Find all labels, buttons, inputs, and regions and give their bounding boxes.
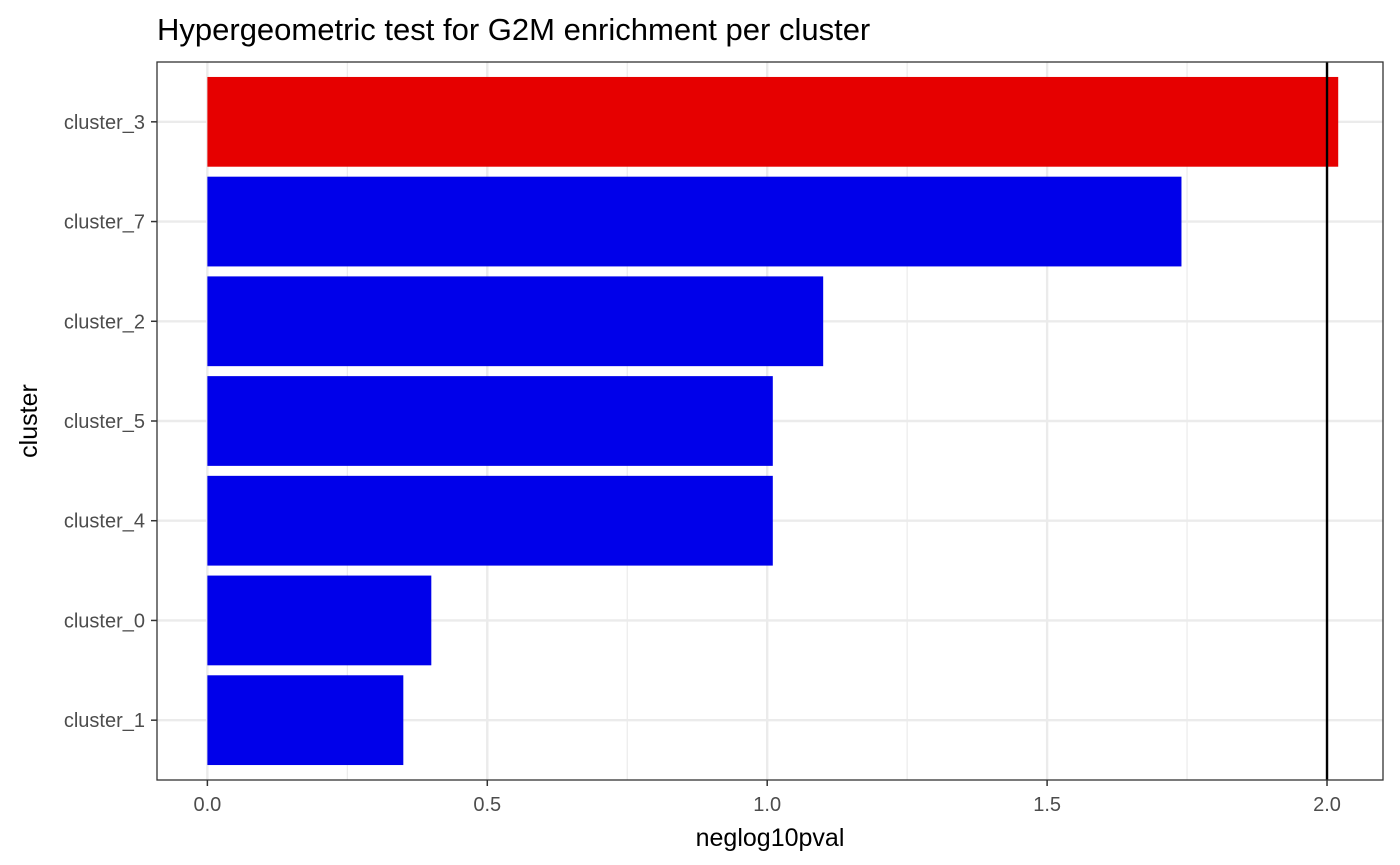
x-axis: 0.0 0.5 1.0 1.5 2.0 xyxy=(193,780,1341,816)
x-tick-label: 1.5 xyxy=(1033,794,1061,816)
x-tick-label: 0.5 xyxy=(473,794,501,816)
chart-title: Hypergeometric test for G2M enrichment p… xyxy=(157,12,870,47)
y-tick-label: cluster_0 xyxy=(64,610,145,632)
bar-cluster_4 xyxy=(207,475,773,566)
y-axis-title: cluster xyxy=(15,384,43,458)
bar-cluster_2 xyxy=(207,276,824,367)
x-tick-label: 1.0 xyxy=(753,794,781,816)
bar-cluster_1 xyxy=(207,675,404,766)
x-tick-label: 2.0 xyxy=(1313,794,1341,816)
y-axis: cluster_3 cluster_7 cluster_2 cluster_5clus… xyxy=(64,112,157,732)
y-tick-label: cluster_3 xyxy=(64,112,145,134)
y-tick-label: cluster_4 xyxy=(64,511,145,533)
bars xyxy=(207,76,1339,766)
bar-cluster_5 xyxy=(207,376,773,466)
bar-cluster_3 xyxy=(207,76,1339,167)
y-tick-label: cluster_5 xyxy=(64,411,145,433)
bar-cluster_0 xyxy=(207,575,432,666)
y-tick-label: cluster_1 xyxy=(64,710,145,732)
x-tick-label: 0.0 xyxy=(193,794,221,816)
y-tick-label: cluster_2 xyxy=(64,311,145,333)
x-axis-title: neglog10pval xyxy=(696,824,845,852)
y-tick-label: cluster_7 xyxy=(64,212,145,234)
bar-cluster_7 xyxy=(207,176,1182,267)
